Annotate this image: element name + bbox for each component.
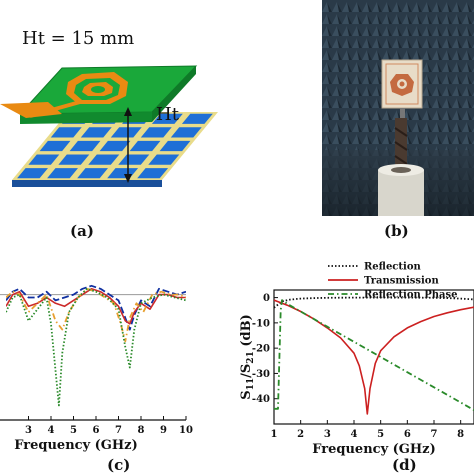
- series-line-3: [6, 287, 186, 343]
- unit-cell: [151, 113, 183, 124]
- x-tick-label: 5: [70, 425, 77, 436]
- mounting-post: [394, 118, 408, 176]
- chart-d: 1 2 3 4 5 6 7 8 0 -10 -20 -30 -40 Frequency (GHz) S11/…: [239, 262, 474, 457]
- x-tick-label: 9: [160, 425, 167, 436]
- antenna-under-test: [381, 59, 423, 120]
- x-axis-label: Frequency (GHz): [312, 442, 435, 457]
- y-tick-label: -40: [252, 394, 270, 405]
- series-line-reflection: [274, 296, 474, 309]
- unit-cell: [137, 168, 169, 179]
- unit-cell: [181, 113, 213, 124]
- plot-frame: [273, 289, 474, 425]
- x-axis-label: Frequency (GHz): [14, 438, 137, 453]
- antenna-metasurface-illustration: [0, 65, 218, 187]
- unit-cell: [50, 127, 82, 138]
- unit-cell: [28, 154, 60, 165]
- x-tick-label: 6: [93, 425, 100, 436]
- x-tick-label: 3: [25, 425, 32, 436]
- unit-cell: [39, 140, 71, 152]
- x-tick-label: 1: [271, 429, 278, 440]
- x-tick-label: 8: [457, 429, 464, 440]
- x-tick-label: 4: [48, 425, 55, 436]
- y-axis-label: S11/S21 (dB): [239, 314, 256, 400]
- legend-label: Reflection: [364, 262, 421, 273]
- unit-cell: [170, 127, 202, 138]
- series-line-4: [6, 287, 186, 407]
- metasurface-edge: [12, 180, 162, 187]
- unit-cell: [148, 154, 180, 165]
- height-label: Ht = 15 mm: [22, 28, 135, 49]
- y-tick-label: -10: [252, 318, 270, 329]
- unit-cell: [110, 127, 142, 138]
- legend-label: Reflection Phase: [364, 290, 458, 301]
- x-tick-label: 7: [115, 425, 122, 436]
- unit-cell: [77, 168, 108, 179]
- series-line-reflection-phase: [274, 299, 474, 411]
- x-tick-label: 7: [431, 429, 438, 440]
- y-tick-label: -30: [252, 369, 270, 380]
- series-line-2: [6, 287, 186, 325]
- series-line-transmission: [274, 299, 474, 415]
- series-line-1: [6, 284, 186, 331]
- octagon-patch: [66, 72, 128, 104]
- unit-cell: [88, 154, 120, 165]
- x-tick-label: 3: [324, 429, 331, 440]
- unit-cell: [80, 127, 112, 138]
- unit-cell: [47, 168, 78, 179]
- support-pedestal: [378, 164, 424, 216]
- unit-cell: [159, 140, 191, 152]
- gap-label: Ht: [156, 104, 179, 125]
- chart-c: 3 4 5 6 7 8 9 10 Frequency (GHz): [0, 284, 193, 453]
- measurement-photo: [322, 0, 474, 216]
- antenna-board: [0, 65, 198, 124]
- panel-label-b: (b): [384, 222, 409, 240]
- unit-cell: [17, 168, 48, 179]
- panel-label-d: (d): [392, 456, 417, 474]
- height-arrow: [124, 107, 132, 183]
- unit-cell: [118, 154, 150, 165]
- x-tick-label: 2: [297, 429, 304, 440]
- y-tick-label: 0: [263, 293, 270, 304]
- panel-label-c: (c): [107, 456, 131, 474]
- unit-cell: [99, 140, 131, 152]
- x-tick-label: 4: [351, 429, 358, 440]
- unit-cell: [140, 127, 172, 138]
- legend: Reflection Transmission Reflection Phase: [328, 262, 458, 301]
- y-tick-label: -20: [252, 344, 270, 355]
- x-tick-label: 5: [377, 429, 384, 440]
- unit-cell: [69, 140, 101, 152]
- unit-cell: [129, 140, 161, 152]
- x-tick-label: 6: [404, 429, 411, 440]
- x-tick-label: 8: [138, 425, 145, 436]
- unit-cell: [58, 154, 90, 165]
- x-tick-label: 10: [179, 425, 193, 436]
- panel-label-a: (a): [70, 222, 94, 240]
- legend-label: Transmission: [364, 276, 439, 287]
